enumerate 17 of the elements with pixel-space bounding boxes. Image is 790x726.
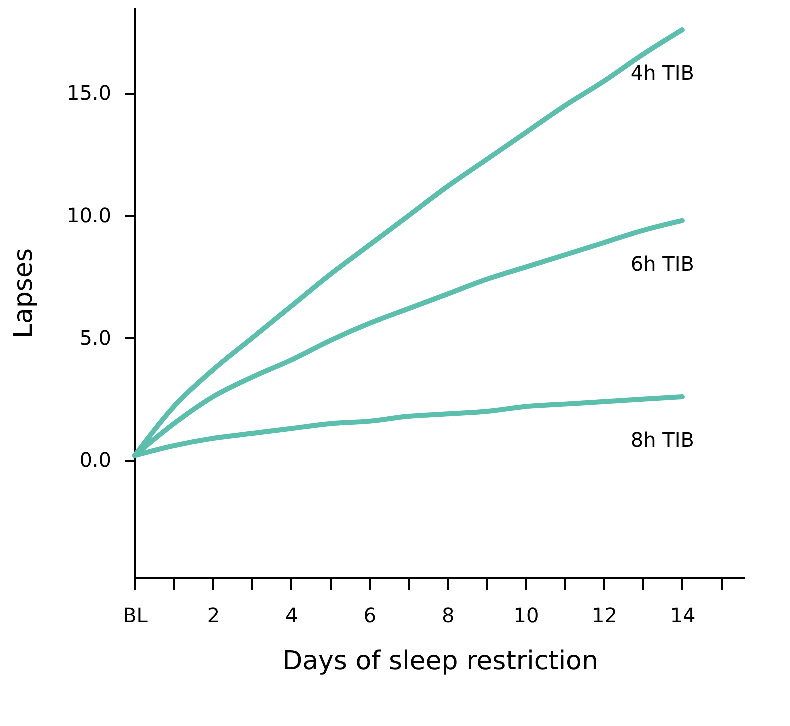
y-tick-label: 15.0 (66, 81, 112, 106)
x-tick-label: 10 (514, 604, 540, 628)
y-tick-label: 5.0 (80, 326, 112, 350)
y-tick-label: 0.0 (80, 448, 112, 472)
x-tick-label: 2 (207, 604, 220, 628)
series-label: 8h TIB (630, 428, 694, 452)
x-axis-title: Days of sleep restriction (282, 646, 598, 676)
x-tick-label: 12 (592, 604, 618, 628)
series-label: 4h TIB (630, 61, 694, 86)
x-tick-label: 8 (442, 604, 455, 628)
x-tick-label: 4 (286, 604, 298, 628)
x-tick-label: BL (123, 604, 149, 628)
x-tick-label: 6 (364, 604, 376, 628)
series-label: 6h TIB (630, 252, 694, 276)
y-axis-title: Lapses (8, 248, 39, 339)
y-tick-label: 10.0 (66, 203, 112, 228)
x-tick-label: 14 (670, 604, 696, 628)
